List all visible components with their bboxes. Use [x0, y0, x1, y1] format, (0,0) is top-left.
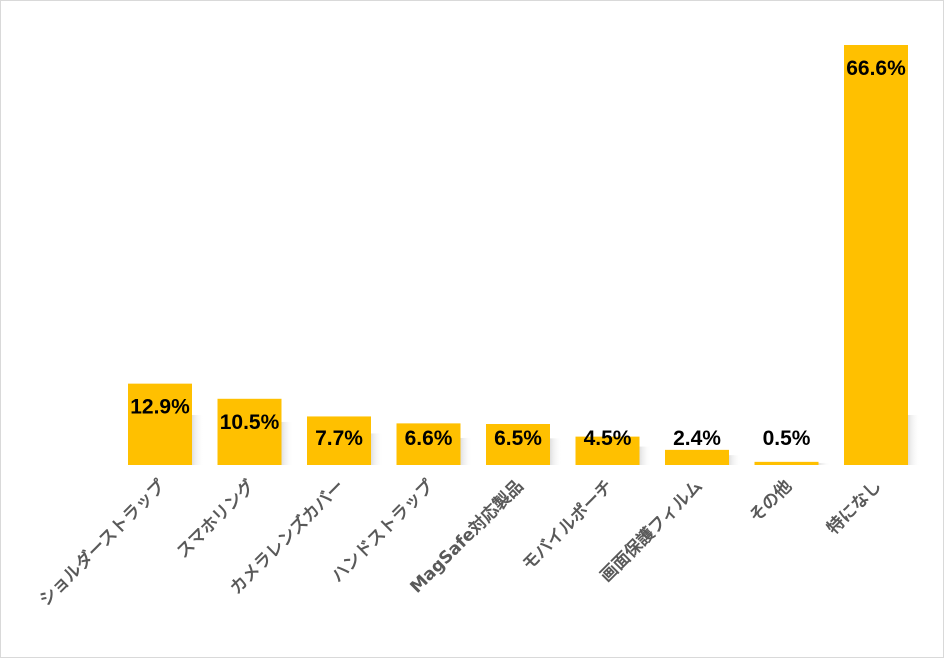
bar-shadow [727, 455, 741, 465]
data-label-1: 10.5% [220, 411, 280, 434]
bar-1 [217, 398, 282, 465]
bar-shadow [906, 415, 920, 465]
category-label-8: 特になし [823, 476, 886, 539]
bar-shadow [548, 438, 562, 465]
data-label-0: 12.9% [130, 396, 190, 419]
bar-shadow [369, 433, 383, 465]
bar-shadow [190, 415, 204, 465]
bar-5 [575, 436, 640, 465]
bar-shadow [637, 446, 652, 465]
bar-7 [754, 461, 819, 465]
bar-shadow [279, 421, 294, 465]
data-label-6: 2.4% [673, 427, 721, 450]
data-label-2: 7.7% [315, 427, 363, 450]
data-label-3: 6.6% [405, 427, 453, 450]
bar-3 [396, 423, 461, 465]
data-label-7: 0.5% [763, 427, 811, 450]
bar-4 [486, 424, 550, 465]
data-label-5: 4.5% [584, 427, 632, 450]
bar-8 [844, 45, 908, 465]
data-label-8: 66.6% [846, 57, 906, 80]
bar-6 [665, 449, 729, 465]
bar-0 [128, 383, 192, 465]
data-label-4: 6.5% [494, 427, 542, 450]
bar-2 [307, 416, 371, 465]
bar-shadow [458, 437, 473, 465]
bar-shadow [816, 462, 831, 465]
category-label-1: スマホリング [172, 476, 259, 563]
category-label-5: モバイルポーチ [518, 476, 617, 575]
category-label-7: その他 [745, 476, 796, 527]
category-label-0: ショルダーストラップ [35, 475, 170, 610]
